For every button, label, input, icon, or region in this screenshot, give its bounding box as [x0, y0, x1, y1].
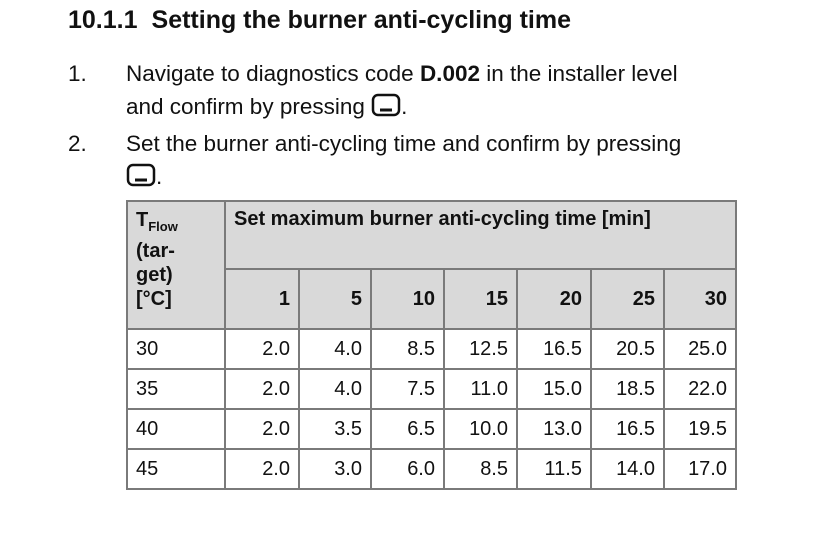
text: [°C]: [136, 288, 172, 310]
table-cell: 11.5: [516, 448, 592, 490]
table-cell: 45: [126, 448, 226, 490]
column-header: 30: [663, 268, 737, 330]
key-icon: [126, 163, 156, 187]
table-cell: 2.0: [224, 328, 300, 370]
table-cell: 10.0: [443, 408, 518, 450]
table-cell: 7.5: [370, 368, 445, 410]
table-cell: 4.0: [298, 368, 372, 410]
table-cell: 6.0: [370, 448, 445, 490]
column-header: 15: [443, 268, 518, 330]
header-row: TFlow (tar-get) [°C] Set maximum burner an…: [126, 200, 737, 330]
table-title: Set maximum burner anti-cycling time [mi…: [224, 200, 737, 270]
table-cell: 3.5: [298, 408, 372, 450]
table-cell: 19.5: [663, 408, 737, 450]
table-cell: 40: [126, 408, 226, 450]
column-header: 10: [370, 268, 445, 330]
text: .: [401, 94, 408, 119]
step-number: 2.: [68, 131, 87, 156]
text: and confirm by pressing: [126, 94, 365, 119]
table-cell: 4.0: [298, 328, 372, 370]
symbol: T: [136, 209, 149, 231]
column-header: 25: [590, 268, 665, 330]
section-number: 10.1.1: [68, 6, 138, 34]
text: .: [156, 164, 163, 189]
table-row: 40 2.0 3.5 6.5 10.0 13.0 16.5 19.5: [126, 408, 737, 450]
table: TFlow (tar-get) [°C] Set maximum burner an…: [126, 200, 737, 490]
table-cell: 16.5: [516, 328, 592, 370]
table-cell: 30: [126, 328, 226, 370]
table-cell: 2.0: [224, 448, 300, 490]
text: (tar-: [136, 240, 175, 262]
corner-header: TFlow (tar-get) [°C]: [126, 200, 226, 330]
header-row: 1 5 10 15 20 25 30: [127, 268, 737, 330]
text: Set the burner anti-cycling time and con…: [126, 131, 682, 156]
step-text: Set the burner anti-cycling time and con…: [126, 127, 681, 193]
table-cell: 16.5: [590, 408, 665, 450]
text: Navigate to diagnostics code: [126, 61, 420, 86]
key-icon: [371, 93, 401, 117]
table-cell: 8.5: [443, 448, 518, 490]
table-row: 45 2.0 3.0 6.0 8.5 11.5 14.0 17.0: [126, 448, 737, 490]
table-cell: 11.0: [443, 368, 518, 410]
table-cell: 3.0: [298, 448, 372, 490]
table-cell: 25.0: [663, 328, 737, 370]
table-cell: 2.0: [224, 368, 300, 410]
table-cell: 17.0: [663, 448, 737, 490]
subscript: Flow: [148, 219, 178, 234]
column-header: 20: [516, 268, 592, 330]
table-cell: 35: [126, 368, 226, 410]
column-header: 5: [298, 268, 372, 330]
step-number: 1.: [68, 61, 87, 86]
table-cell: 13.0: [516, 408, 592, 450]
column-header: 1: [224, 268, 300, 330]
code: D.002: [419, 61, 480, 86]
table-row: 30 2.0 4.0 8.5 12.5 16.5 20.5 25.0: [126, 328, 737, 370]
text: get): [136, 264, 173, 286]
step-text: Navigate to diagnostics code D.002 in th…: [126, 57, 678, 123]
table-cell: 18.5: [590, 368, 665, 410]
table-cell: 14.0: [590, 448, 665, 490]
section-title: Setting the burner anti-cycling time: [151, 6, 572, 34]
table-cell: 22.0: [663, 368, 737, 410]
table-cell: 6.5: [370, 408, 445, 450]
text: in the installer level: [479, 61, 678, 86]
table-cell: 20.5: [590, 328, 665, 370]
table-cell: 2.0: [224, 408, 300, 450]
heading: 10.1.1 Setting the burner anti-cycling ti…: [68, 6, 571, 35]
table-row: 35 2.0 4.0 7.5 11.0 15.0 18.5 22.0: [126, 368, 737, 410]
table-cell: 12.5: [443, 328, 518, 370]
table-cell: 15.0: [516, 368, 592, 410]
table-cell: 8.5: [370, 328, 445, 370]
